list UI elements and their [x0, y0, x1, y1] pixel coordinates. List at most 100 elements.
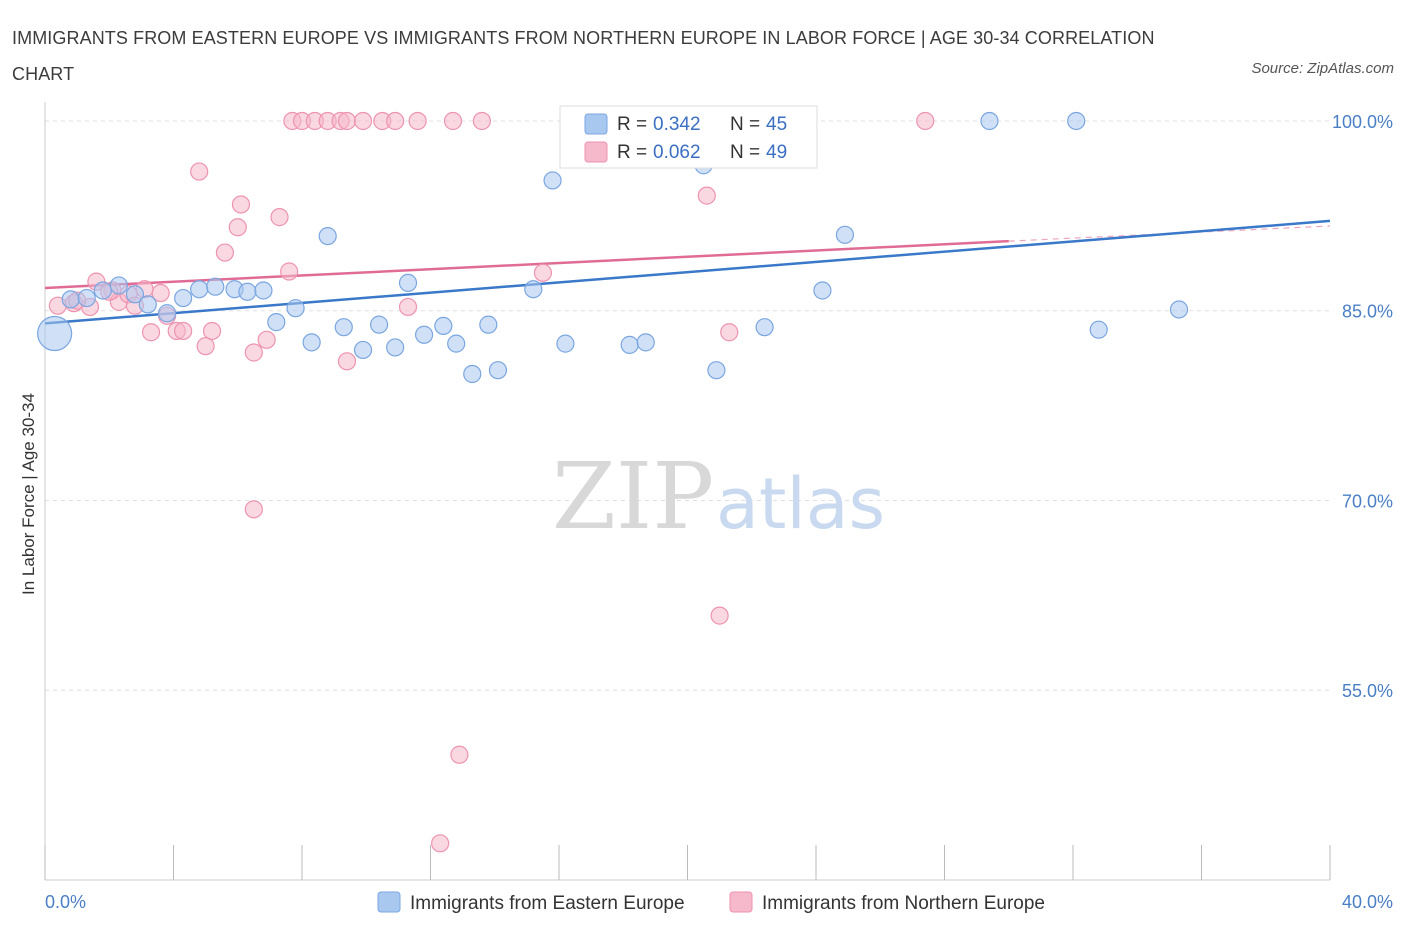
- data-point-eastern-europe: [267, 313, 286, 332]
- y-tick-label: 85.0%: [1342, 302, 1393, 322]
- legend-swatch-pink: [584, 141, 608, 163]
- data-point-eastern-europe: [93, 281, 112, 300]
- data-point-northern-europe: [196, 337, 215, 356]
- x-tick-label: 40.0%: [1342, 892, 1393, 912]
- y-tick-label: 70.0%: [1342, 491, 1393, 511]
- data-point-eastern-europe: [37, 315, 73, 352]
- legend-r-label-blue: R =: [617, 114, 647, 135]
- series-legend-label-pink: Immigrants from Northern Europe: [762, 893, 1045, 914]
- data-point-eastern-europe: [386, 338, 405, 357]
- data-point-northern-europe: [270, 208, 289, 227]
- data-point-eastern-europe: [620, 335, 639, 354]
- data-point-northern-europe: [151, 283, 170, 303]
- legend-n-label-blue: N =: [730, 114, 760, 135]
- data-point-northern-europe: [190, 162, 209, 181]
- data-point-eastern-europe: [556, 334, 575, 353]
- source-label: Source: ZipAtlas.com: [1251, 60, 1394, 77]
- data-point-eastern-europe: [636, 333, 655, 352]
- data-point-northern-europe: [215, 243, 234, 262]
- legend-r-label-pink: R =: [617, 142, 647, 163]
- trend-lines: [44, 219, 1331, 325]
- data-point-northern-europe: [443, 111, 463, 131]
- data-point-eastern-europe: [398, 273, 418, 293]
- data-point-eastern-europe: [434, 316, 453, 336]
- data-point-northern-europe: [408, 111, 427, 131]
- data-point-eastern-europe: [353, 340, 373, 360]
- data-point-eastern-europe: [813, 281, 832, 300]
- y-tick-label: 55.0%: [1342, 681, 1393, 701]
- data-point-eastern-europe: [109, 276, 128, 295]
- data-point-northern-europe: [533, 263, 553, 282]
- data-point-eastern-europe: [138, 295, 157, 314]
- data-point-eastern-europe: [447, 334, 466, 353]
- data-point-northern-europe: [244, 500, 263, 519]
- data-point-eastern-europe: [755, 318, 774, 337]
- data-point-northern-europe: [916, 111, 935, 131]
- x-tick-label: 0.0%: [45, 892, 86, 912]
- trendline-eastern-europe: [44, 219, 1331, 325]
- data-point-northern-europe: [231, 195, 251, 214]
- data-point-eastern-europe: [524, 280, 543, 299]
- data-point-northern-europe: [431, 834, 450, 853]
- series-legend-swatch-blue: [377, 891, 401, 913]
- data-point-northern-europe: [710, 606, 729, 625]
- data-point-northern-europe: [353, 111, 373, 131]
- data-point-eastern-europe: [254, 281, 273, 300]
- watermark-atlas: atlas: [716, 463, 885, 545]
- data-point-northern-europe: [337, 111, 357, 131]
- data-point-eastern-europe: [174, 288, 193, 308]
- data-point-northern-europe: [202, 321, 222, 341]
- data-point-eastern-europe: [835, 225, 855, 244]
- data-point-northern-europe: [697, 186, 716, 205]
- y-axis-label: In Labor Force | Age 30-34: [19, 393, 38, 595]
- data-point-eastern-europe: [77, 288, 96, 308]
- legend-r-value-blue: 0.342: [653, 114, 701, 135]
- data-point-northern-europe: [720, 323, 739, 342]
- data-point-northern-europe: [228, 218, 247, 237]
- x-tick-labels: 0.0% 40.0%: [45, 892, 1393, 912]
- chart-title: IMMIGRANTS FROM EASTERN EUROPE VS IMMIGR…: [12, 28, 1155, 84]
- y-tick-labels: 55.0% 70.0% 85.0% 100.0%: [1332, 112, 1393, 701]
- data-point-eastern-europe: [1067, 111, 1086, 131]
- data-point-eastern-europe: [707, 361, 726, 380]
- data-point-eastern-europe: [238, 282, 257, 301]
- data-point-northern-europe: [174, 321, 193, 341]
- series-legend-swatch-pink: [729, 891, 753, 913]
- data-point-northern-europe: [257, 330, 276, 349]
- legend-swatch-blue: [584, 113, 608, 135]
- y-tick-label: 100.0%: [1332, 112, 1393, 132]
- data-point-eastern-europe: [125, 285, 145, 304]
- data-point-eastern-europe: [1089, 320, 1108, 339]
- data-point-eastern-europe: [543, 171, 562, 190]
- data-point-northern-europe: [386, 111, 405, 131]
- data-point-eastern-europe: [286, 299, 305, 318]
- legend-n-value-pink: 49: [766, 142, 787, 163]
- data-point-northern-europe: [398, 297, 418, 317]
- data-point-eastern-europe: [488, 361, 508, 380]
- watermark-zip: ZIP: [552, 443, 714, 550]
- data-point-eastern-europe: [318, 226, 337, 246]
- data-point-eastern-europe: [370, 315, 389, 334]
- legend-r-value-pink: 0.062: [653, 142, 701, 163]
- data-point-northern-europe: [337, 352, 357, 371]
- legend-n-label-pink: N =: [730, 142, 760, 163]
- data-point-eastern-europe: [1169, 300, 1189, 319]
- data-point-northern-europe: [244, 343, 263, 362]
- data-point-eastern-europe: [479, 315, 498, 334]
- data-point-eastern-europe: [206, 277, 225, 296]
- data-point-eastern-europe: [61, 290, 80, 309]
- series-legend: Immigrants from Eastern Europe Immigrant…: [377, 891, 1045, 914]
- data-point-eastern-europe: [157, 304, 177, 323]
- data-point-northern-europe: [141, 323, 161, 342]
- legend-n-value-blue: 45: [766, 114, 787, 135]
- series-legend-label-blue: Immigrants from Eastern Europe: [410, 893, 685, 914]
- axes: [44, 102, 1331, 881]
- data-point-eastern-europe: [334, 318, 353, 337]
- data-point-eastern-europe: [414, 325, 434, 344]
- data-point-northern-europe: [472, 111, 491, 131]
- data-point-eastern-europe: [302, 333, 321, 352]
- stats-legend: R = 0.342 N = 45 R = 0.062 N = 49: [559, 105, 818, 169]
- data-point-eastern-europe: [190, 280, 209, 299]
- data-point-northern-europe: [280, 262, 299, 281]
